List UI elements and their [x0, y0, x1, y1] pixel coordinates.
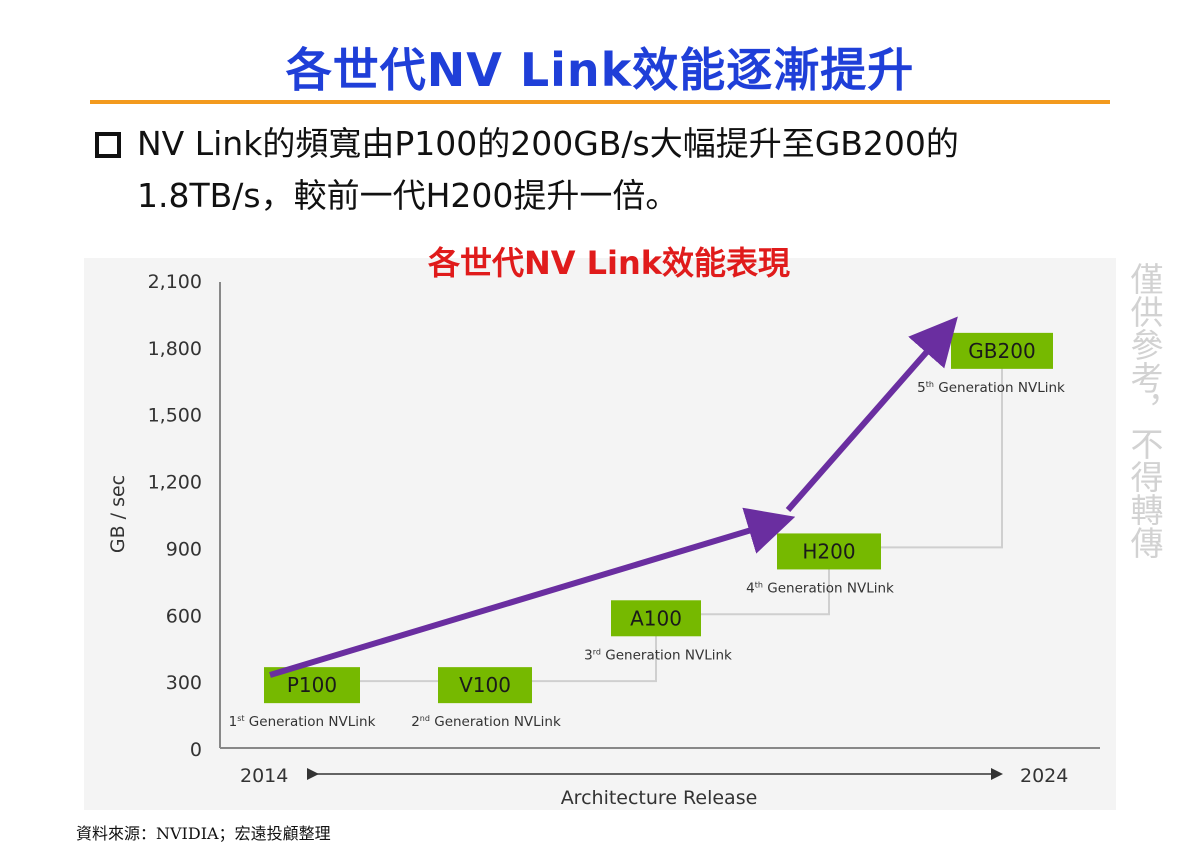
y-tick-label: 1,200: [148, 472, 202, 494]
generation-label: 5th Generation NVLink: [917, 380, 1065, 396]
source-note: 資料來源：NVIDIA；宏遠投顧整理: [76, 824, 331, 843]
y-tick-label: 600: [166, 605, 202, 627]
watermark-text: 僅供參考，不得轉傳: [1125, 262, 1164, 559]
data-box-label: H200: [802, 539, 855, 563]
generation-label: 3rd Generation NVLink: [584, 647, 732, 663]
data-box-label: V100: [459, 673, 511, 697]
y-tick-label: 300: [166, 672, 202, 694]
x-end-label: 2024: [1020, 765, 1068, 787]
step-connector: [485, 614, 657, 683]
data-box: [611, 600, 701, 637]
y-axis-title: GB / sec: [107, 475, 129, 553]
y-tick-label: 0: [190, 739, 202, 761]
generation-label: 4th Generation NVLink: [746, 580, 894, 596]
y-tick-label: 900: [166, 538, 202, 560]
x-start-label: 2014: [240, 765, 288, 787]
y-tick-label: 2,100: [148, 271, 202, 293]
title-underline: [90, 100, 1110, 104]
generation-label: 2nd Generation NVLink: [411, 714, 561, 730]
data-box-label: A100: [630, 606, 682, 630]
chart-title: 各世代NV Link效能表現: [427, 244, 791, 282]
generation-label: 1st Generation NVLink: [229, 714, 376, 730]
data-box: [951, 332, 1053, 369]
trend-arrow-2: [785, 316, 958, 512]
data-box-label: P100: [287, 673, 337, 697]
slide-title: 各世代NV Link效能逐漸提升: [285, 43, 915, 97]
y-tick-label: 1,500: [148, 405, 202, 427]
nvlink-chart: 0 300 600 900 1,200 1,500 1,800 2,100 GB / sec P1…: [107, 271, 1100, 809]
y-tick-label: 1,800: [148, 338, 202, 360]
bullet-square-icon: [95, 132, 121, 158]
step-connector: [829, 346, 1003, 549]
x-axis-title: Architecture Release: [561, 787, 758, 809]
bullet-text: NV Link的頻寬由P100的200GB/s大幅提升至GB200的 1.8TB…: [137, 124, 959, 215]
data-box: [438, 667, 532, 704]
data-box-label: GB200: [968, 339, 1035, 363]
step-connector: [656, 547, 830, 616]
chart-panel: 0 300 600 900 1,200 1,500 1,800 2,100 GB / sec P1…: [84, 258, 1116, 810]
trend-arrow-1: [269, 507, 796, 678]
